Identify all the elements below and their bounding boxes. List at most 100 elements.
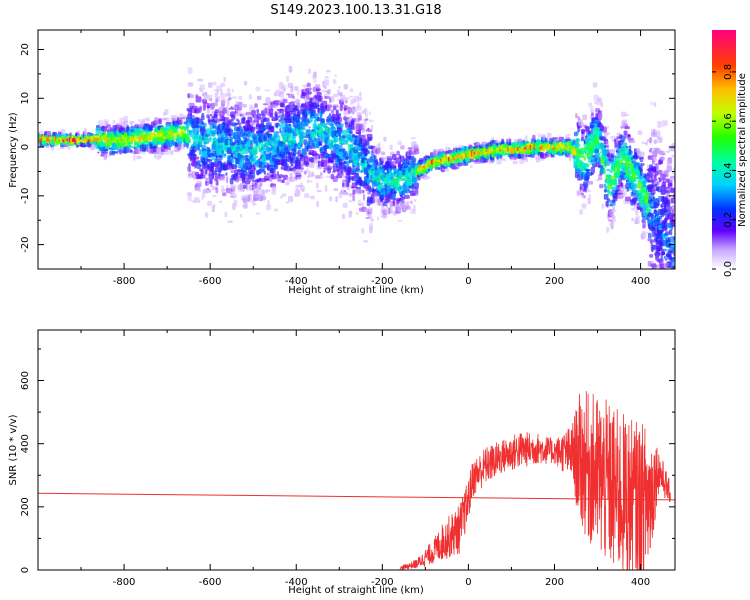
heatmap-cell bbox=[232, 164, 238, 168]
heatmap-cell bbox=[324, 79, 329, 86]
heatmap-cell bbox=[333, 188, 339, 191]
heatmap-cell bbox=[282, 99, 288, 104]
heatmap-cell bbox=[228, 97, 232, 100]
heatmap-cell bbox=[623, 114, 630, 117]
heatmap-cell bbox=[414, 150, 420, 155]
heatmap-cell bbox=[475, 142, 481, 145]
heatmap-cell bbox=[203, 102, 208, 105]
heatmap-cell bbox=[664, 344, 668, 347]
heatmap-cell bbox=[667, 182, 673, 188]
heatmap-cell bbox=[308, 126, 311, 129]
heatmap-cell bbox=[603, 132, 610, 136]
heatmap-cell bbox=[652, 178, 658, 182]
heatmap-cell bbox=[212, 194, 217, 197]
heatmap-cell bbox=[326, 70, 331, 73]
heatmap-cell bbox=[324, 185, 328, 192]
heatmap-cell bbox=[656, 253, 659, 259]
heatmap-cell bbox=[491, 137, 495, 141]
heatmap-cell bbox=[142, 118, 146, 124]
heatmap-cell bbox=[258, 177, 261, 180]
heatmap-cell bbox=[124, 120, 128, 127]
heatmap-cell bbox=[658, 159, 664, 165]
heatmap-cell bbox=[275, 115, 279, 121]
heatmap-cell bbox=[653, 324, 657, 330]
heatmap-cell bbox=[190, 94, 195, 99]
heatmap-cell bbox=[369, 209, 373, 214]
heatmap-cell bbox=[597, 157, 602, 164]
heatmap-cell bbox=[422, 174, 428, 180]
heatmap-cell bbox=[650, 282, 656, 288]
heatmap-cell bbox=[668, 236, 671, 242]
heatmap-cell bbox=[663, 233, 669, 236]
heatmap-cell bbox=[575, 131, 579, 136]
heatmap-cell bbox=[671, 171, 675, 175]
heatmap-cell bbox=[286, 75, 290, 82]
heatmap-cell bbox=[344, 100, 348, 104]
heatmap-cell bbox=[213, 113, 218, 119]
heatmap-cell bbox=[228, 133, 232, 137]
heatmap-cell bbox=[650, 304, 652, 311]
heatmap-cell bbox=[207, 200, 212, 206]
heatmap-cell bbox=[651, 286, 654, 291]
heatmap-cell bbox=[635, 183, 638, 189]
heatmap-cell bbox=[338, 86, 341, 89]
heatmap-cell bbox=[670, 305, 674, 307]
heatmap-cell bbox=[670, 318, 675, 321]
heatmap-cell bbox=[673, 322, 675, 326]
heatmap-cell bbox=[357, 97, 362, 102]
heatmap-cell bbox=[411, 163, 415, 169]
heatmap-cell bbox=[337, 98, 340, 101]
heatmap-cell bbox=[542, 134, 546, 141]
heatmap-cell bbox=[672, 304, 675, 309]
heatmap-cell bbox=[164, 109, 169, 115]
heatmap-cell bbox=[308, 119, 312, 123]
heatmap-cell bbox=[656, 136, 661, 140]
heatmap-cell bbox=[441, 167, 444, 171]
heatmap-cell bbox=[668, 179, 672, 183]
heatmap-cell bbox=[620, 135, 626, 141]
heatmap-cell bbox=[316, 190, 322, 193]
heatmap-cell bbox=[670, 334, 674, 338]
heatmap-cell bbox=[661, 251, 666, 254]
heatmap-cell bbox=[201, 112, 205, 117]
heatmap-cell bbox=[524, 155, 529, 163]
heatmap-cell bbox=[666, 274, 671, 281]
heatmap-cell bbox=[585, 187, 589, 191]
heatmap-cell bbox=[227, 220, 233, 223]
heatmap-cell bbox=[650, 101, 653, 106]
heatmap-cell bbox=[656, 281, 662, 285]
heatmap-cell bbox=[304, 170, 307, 175]
heatmap-cell bbox=[664, 236, 667, 239]
heatmap-cell bbox=[652, 269, 656, 275]
heatmap-cell bbox=[642, 230, 645, 235]
heatmap-cell bbox=[612, 187, 617, 190]
heatmap-cell bbox=[310, 158, 315, 163]
heatmap-cell bbox=[255, 212, 261, 215]
heatmap-cell bbox=[669, 309, 674, 313]
heatmap-cell bbox=[232, 186, 236, 191]
heatmap-cell bbox=[666, 306, 670, 310]
heatmap-cell bbox=[393, 165, 397, 169]
heatmap-cell bbox=[594, 158, 597, 162]
heatmap-cell bbox=[600, 102, 603, 108]
heatmap-cell bbox=[625, 146, 629, 149]
heatmap-cell bbox=[653, 156, 657, 162]
heatmap-cell bbox=[212, 121, 217, 129]
heatmap-cell bbox=[673, 299, 677, 305]
heatmap-cell bbox=[656, 217, 660, 223]
heatmap-cell bbox=[657, 169, 663, 175]
heatmap-cell bbox=[152, 131, 156, 139]
heatmap-cell bbox=[263, 170, 266, 175]
heatmap-cell bbox=[332, 104, 339, 108]
heatmap-cell bbox=[257, 133, 264, 137]
heatmap-cell bbox=[316, 200, 319, 208]
heatmap-cell bbox=[266, 204, 272, 211]
heatmap-cell bbox=[343, 109, 348, 116]
heatmap-cell bbox=[200, 89, 204, 93]
heatmap-cell bbox=[270, 167, 276, 174]
heatmap-cell bbox=[243, 133, 246, 136]
heatmap-cell bbox=[329, 97, 332, 103]
heatmap-cell bbox=[201, 129, 208, 134]
heatmap-cell bbox=[415, 186, 418, 190]
heatmap-cell bbox=[243, 202, 248, 209]
